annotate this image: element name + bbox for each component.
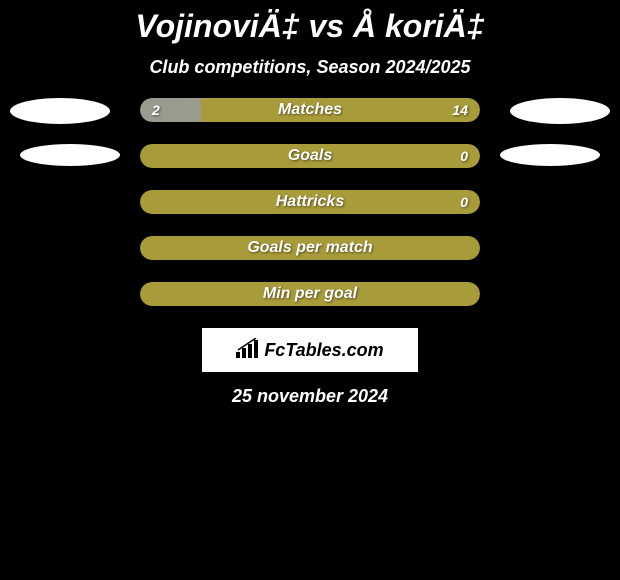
stat-bar: Hattricks0 [140,190,480,214]
stat-bar: Min per goal [140,282,480,306]
stat-row: Goals per match [0,236,620,260]
logo-text: FcTables.com [264,340,383,361]
stat-bar: 2Matches14 [140,98,480,122]
stat-label: Min per goal [140,285,480,303]
stat-value-right: 0 [460,194,468,210]
stat-row: Min per goal [0,282,620,306]
stat-row: 2Matches14 [0,98,620,122]
stat-label: Goals per match [140,239,480,257]
page-subtitle: Club competitions, Season 2024/2025 [0,57,620,78]
stat-label: Hattricks [140,193,480,211]
stat-row: Goals0 [0,144,620,168]
stat-label: Matches [140,101,480,119]
stat-value-right: 14 [452,102,468,118]
stat-bar: Goals0 [140,144,480,168]
page-title: VojinoviÄ‡ vs Å koriÄ‡ [0,8,620,45]
main-container: VojinoviÄ‡ vs Å koriÄ‡ Club competitions… [0,0,620,407]
chart-icon [236,338,260,363]
logo-box[interactable]: FcTables.com [202,328,418,372]
logo-content: FcTables.com [236,338,383,363]
stats-area: 2Matches14Goals0Hattricks0Goals per matc… [0,98,620,306]
stat-row: Hattricks0 [0,190,620,214]
stat-value-right: 0 [460,148,468,164]
stat-bar: Goals per match [140,236,480,260]
date-text: 25 november 2024 [0,386,620,407]
stat-label: Goals [140,147,480,165]
